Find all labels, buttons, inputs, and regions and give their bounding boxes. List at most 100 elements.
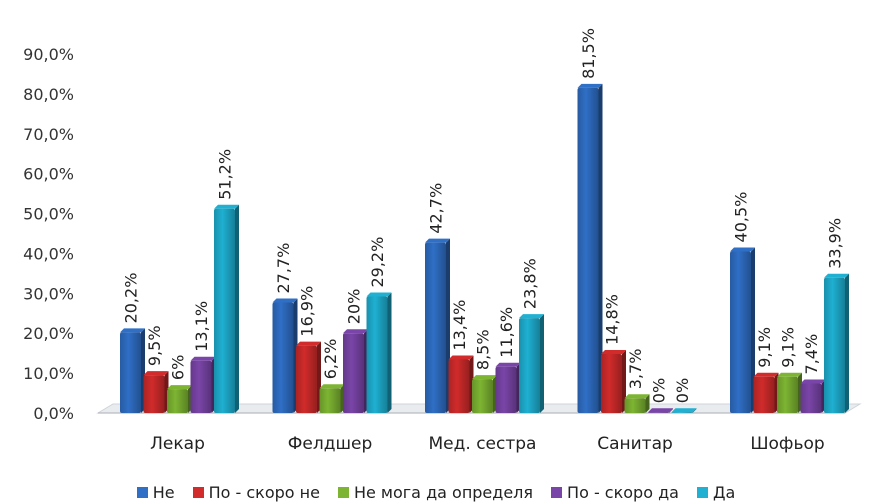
bar-top (577, 83, 603, 88)
bar-top (319, 384, 345, 389)
bar-front (190, 360, 212, 413)
data-label: 16,9% (298, 286, 317, 337)
bar-front (730, 251, 751, 413)
bar-top (495, 362, 521, 367)
bar-front (800, 383, 822, 413)
data-label: 81,5% (579, 28, 598, 79)
data-labels-group: 20,2%9,5% 6%13,1% 51,2% 27,7% 16,9%6,2% 20%29… (122, 28, 845, 403)
data-label: 0% (650, 378, 669, 403)
bar-top (366, 292, 392, 297)
bar-top (272, 298, 298, 303)
bar-front (472, 379, 493, 413)
bar (272, 298, 298, 413)
bar-top (214, 204, 239, 209)
legend-swatch (696, 486, 708, 498)
bar-front (624, 398, 646, 413)
legend-swatch (136, 486, 148, 498)
bar (824, 273, 849, 413)
legend-swatch (337, 486, 349, 498)
data-label: 40,5% (732, 192, 751, 243)
data-label: 27,7% (274, 243, 293, 294)
bar-front (519, 318, 540, 413)
bar-side (387, 292, 392, 413)
data-label: 29,2% (368, 237, 387, 288)
bar-side (622, 349, 626, 413)
bar-front (343, 333, 364, 413)
bar (190, 356, 216, 413)
legend-item: По - скоро да (551, 483, 679, 502)
y-tick-label: 40,0% (23, 244, 74, 263)
bar-top (601, 349, 626, 354)
y-tick-label: 10,0% (23, 364, 74, 383)
bar-front (671, 412, 693, 413)
y-tick-label: 80,0% (23, 85, 74, 104)
legend-label: Да (712, 482, 736, 502)
legend-label: Не мога да определя (353, 482, 534, 502)
bar-side (751, 247, 755, 413)
data-label: 20,2% (122, 273, 141, 324)
bar-front (753, 376, 775, 413)
bar-top (824, 273, 849, 278)
bar-front (495, 366, 517, 413)
bar (143, 371, 169, 413)
bar-top (753, 372, 779, 377)
bar-front (272, 302, 294, 413)
bar-top (296, 341, 321, 346)
bar-side (235, 204, 239, 413)
legend-label: Не (152, 482, 175, 502)
bar-front (648, 412, 669, 413)
bar (671, 408, 697, 413)
bar-front (167, 389, 188, 413)
bar-chart-svg: 0,0% 10,0% 20,0% 30,0% 40,0% 50,0% 60,0% 70,0% 8… (23, 28, 862, 454)
x-category-label: Лекар (150, 434, 205, 454)
bars-group (120, 83, 849, 414)
bar-top (190, 356, 216, 361)
bar (167, 385, 192, 413)
bar-front (143, 375, 165, 413)
y-axis: 0,0% 10,0% 20,0% 30,0% 40,0% 50,0% 60,0% 70,0% 8… (23, 45, 74, 423)
data-label: 23,8% (521, 258, 540, 309)
data-label: 11,6% (497, 307, 516, 358)
y-tick-label: 50,0% (23, 205, 74, 224)
data-label: 6,2% (321, 339, 340, 380)
bar-front (319, 388, 341, 413)
bar (753, 372, 779, 413)
legend-item: По - скоро не (192, 482, 320, 502)
bar-top (730, 247, 755, 252)
data-label: 20% (345, 289, 364, 325)
bar (648, 408, 673, 413)
data-label: 51,2% (216, 149, 235, 200)
y-tick-label: 90,0% (23, 45, 74, 64)
legend-label: По - скоро да (567, 482, 679, 502)
bar-front (120, 332, 141, 413)
bar-front (777, 376, 798, 413)
bar-top (648, 408, 673, 413)
data-label: 33,9% (826, 218, 845, 269)
legend-label: По - скоро не (208, 482, 320, 502)
y-tick-label: 60,0% (23, 165, 74, 184)
bar (366, 292, 392, 413)
bar-front (601, 353, 622, 413)
bar-front (824, 277, 845, 413)
data-label: 13,1% (192, 301, 211, 352)
data-label: 0% (673, 378, 692, 403)
bar-side (540, 314, 544, 413)
bar (472, 375, 497, 413)
data-label: 42,7% (427, 183, 446, 234)
y-tick-label: 70,0% (23, 125, 74, 144)
bar (730, 247, 755, 413)
bar-top (472, 375, 497, 380)
bar (448, 355, 474, 413)
bar-side (645, 394, 650, 413)
x-category-label: Шофьор (750, 434, 824, 454)
legend-item: Не (136, 482, 175, 502)
bar (214, 204, 239, 413)
legend-item: Не мога да определя (337, 482, 534, 502)
bar (577, 83, 603, 414)
bar (519, 314, 544, 413)
bar-front (425, 242, 446, 413)
y-tick-label: 0,0% (33, 404, 74, 423)
bar (777, 372, 802, 413)
bar-top (120, 328, 145, 333)
legend-swatch (551, 486, 563, 498)
